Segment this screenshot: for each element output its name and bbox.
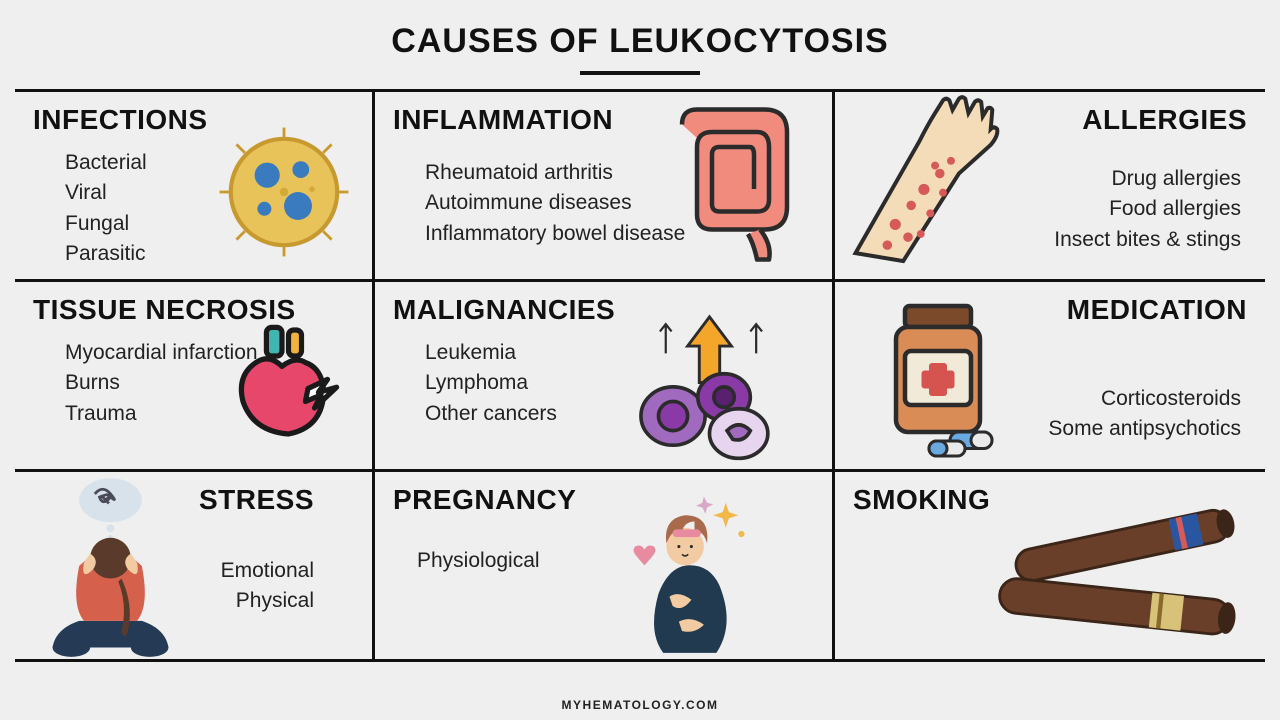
pregnant-woman-icon: [602, 484, 762, 656]
intestine-icon: [652, 102, 802, 267]
page-title: CAUSES OF LEUKOCYTOSIS: [0, 0, 1280, 61]
heart-icon: [217, 312, 347, 452]
title-underline: [580, 71, 700, 75]
cell-malignancies: MALIGNANCIES Leukemia Lymphoma Other can…: [375, 282, 835, 472]
cell-pregnancy: PREGNANCY Physiological: [375, 472, 835, 662]
cells-up-icon: [622, 300, 797, 465]
pill-bottle-icon: [863, 294, 1013, 459]
rash-arm-icon: [843, 94, 1043, 269]
cell-inflammation: INFLAMMATION Rheumatoid arthritis Autoim…: [375, 92, 835, 282]
cell-infections: INFECTIONS Bacterial Viral Fungal Parasi…: [15, 92, 375, 282]
cell-tissue-necrosis: TISSUE NECROSIS Myocardial infarction Bu…: [15, 282, 375, 472]
virus-icon: [214, 122, 354, 262]
cell-stress: STRESS Emotional Physical: [15, 472, 375, 662]
info-grid: INFECTIONS Bacterial Viral Fungal Parasi…: [15, 89, 1265, 662]
cigars-icon: [985, 502, 1245, 647]
cell-medication: MEDICATION Corticosteroids Some antipsyc…: [835, 282, 1265, 472]
stressed-person-icon: [23, 472, 198, 660]
footer-attribution: MYHEMATOLOGY.COM: [0, 698, 1280, 712]
cell-smoking: SMOKING: [835, 472, 1265, 662]
cell-allergies: ALLERGIES Drug allergies Food allergies …: [835, 92, 1265, 282]
